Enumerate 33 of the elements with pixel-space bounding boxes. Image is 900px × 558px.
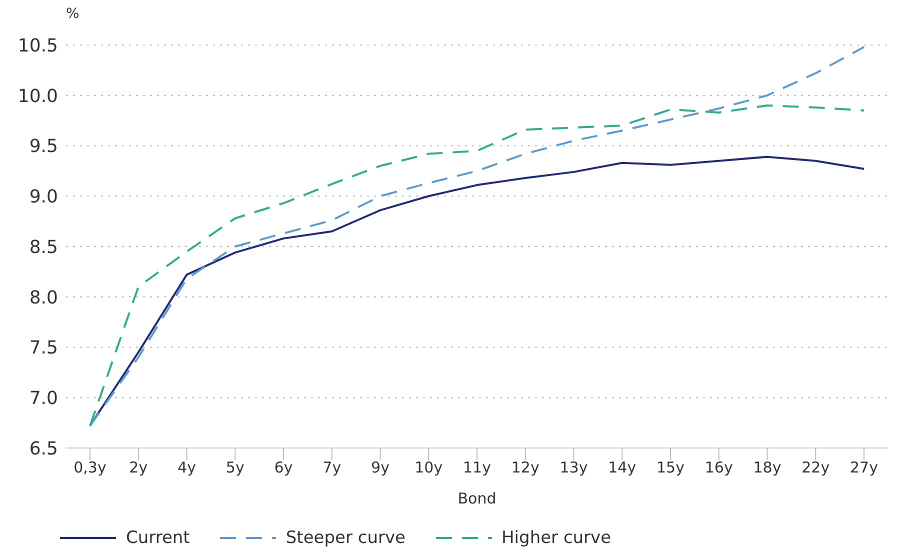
x-tick-label: 12y [511, 458, 540, 477]
x-tick-label: 2y [129, 458, 148, 477]
y-tick-label: 10.5 [18, 35, 58, 56]
y-tick-label: 8.0 [29, 287, 58, 308]
legend-label: Higher curve [502, 528, 612, 548]
x-tick-label: 5y [226, 458, 244, 477]
y-tick-label: 8.5 [29, 236, 58, 258]
x-tick-label: 27y [850, 458, 878, 477]
x-tick-label: 9y [371, 458, 390, 477]
legend-label: Steeper curve [286, 528, 406, 548]
x-tick-label: 4y [178, 458, 196, 477]
y-tick-label: 9.5 [29, 136, 58, 158]
x-tick-label: 11y [463, 458, 492, 477]
x-tick-label: 18y [753, 458, 782, 477]
y-tick-label: 9.0 [29, 186, 58, 208]
y-tick-label: 6.5 [29, 438, 58, 460]
line-series [89, 46, 865, 427]
x-tick-label: 13y [560, 458, 588, 477]
line-series [89, 104, 865, 427]
x-tick-label: 16y [704, 458, 733, 477]
x-tick-label: 6y [274, 458, 293, 477]
x-tick-label: 7y [322, 458, 342, 477]
x-tick-label: 0,3y [74, 458, 106, 477]
legend-label: Current [126, 528, 190, 548]
y-tick-label: 7.0 [29, 388, 58, 410]
x-tick-label: 22y [802, 458, 830, 477]
y-axis-title: % [66, 6, 80, 22]
x-tick-label: 14y [608, 458, 636, 477]
y-tick-label: 10.0 [18, 86, 58, 107]
x-axis-title: Bond [458, 490, 496, 508]
x-tick-label: 15y [656, 458, 685, 477]
x-tick-label: 10y [414, 458, 443, 477]
y-tick-label: 7.5 [29, 338, 58, 359]
